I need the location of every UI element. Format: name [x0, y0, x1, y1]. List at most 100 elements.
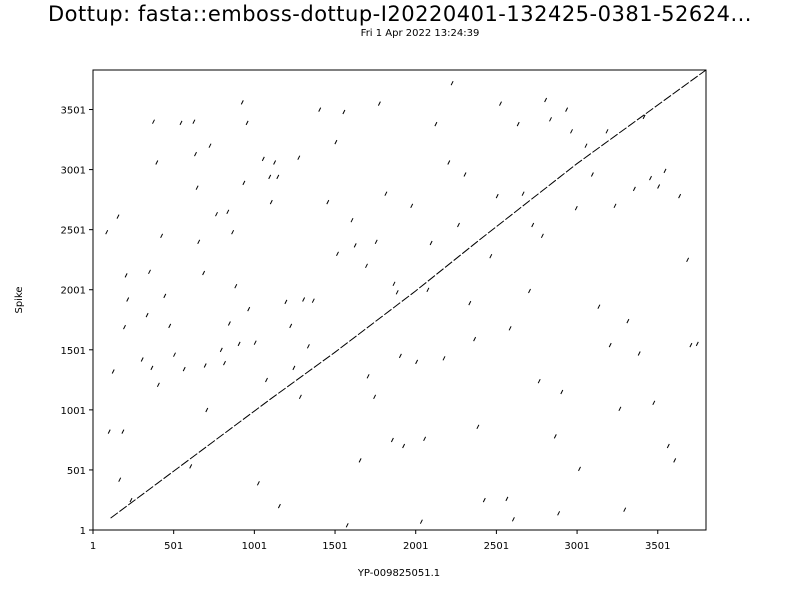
- match-point: [570, 129, 573, 134]
- match-point: [189, 464, 193, 469]
- match-point: [578, 466, 581, 472]
- match-point: [311, 298, 315, 303]
- match-point: [384, 191, 388, 196]
- match-point: [273, 160, 277, 165]
- match-point: [269, 199, 273, 205]
- match-point: [121, 429, 125, 434]
- y-tick-label: 3501: [61, 106, 86, 117]
- match-point: [540, 233, 544, 239]
- match-point: [265, 377, 268, 383]
- x-tick-label: 2001: [403, 541, 428, 552]
- match-point: [256, 481, 260, 486]
- match-point: [390, 437, 394, 443]
- match-point: [123, 324, 126, 330]
- match-point: [516, 121, 520, 127]
- match-point: [223, 360, 226, 366]
- match-point: [457, 222, 460, 228]
- match-point: [377, 101, 381, 106]
- match-point: [434, 121, 438, 127]
- main-diagonal-line: [110, 69, 707, 519]
- match-point: [521, 191, 525, 196]
- match-point: [632, 186, 636, 192]
- x-tick-label: 1: [90, 541, 96, 552]
- match-point: [326, 199, 330, 205]
- match-point: [549, 117, 552, 122]
- y-tick-label: 2001: [61, 286, 86, 297]
- match-point: [306, 344, 310, 349]
- match-point: [476, 424, 480, 430]
- match-point: [234, 283, 238, 289]
- match-point: [392, 281, 396, 287]
- match-point: [544, 97, 548, 103]
- match-point: [124, 273, 128, 278]
- match-point: [537, 378, 541, 384]
- x-tick-label: 501: [164, 541, 183, 552]
- y-tick-label: 1001: [61, 406, 86, 417]
- match-point: [642, 114, 646, 120]
- match-point: [429, 240, 433, 246]
- match-point: [553, 434, 557, 439]
- match-point: [649, 175, 652, 181]
- match-point: [318, 107, 322, 112]
- x-tick-label: 3501: [645, 541, 670, 552]
- x-tick-label: 1001: [242, 541, 267, 552]
- match-point: [111, 369, 115, 374]
- x-axis-label: YP-009825051.1: [357, 568, 440, 579]
- match-point: [395, 290, 399, 295]
- match-point: [194, 151, 197, 157]
- match-point: [574, 205, 578, 211]
- match-point: [511, 517, 515, 522]
- match-point: [410, 203, 414, 209]
- match-point: [345, 523, 349, 528]
- x-axis: 1 501 1001 1501 2001 2501 3001 3501: [90, 530, 670, 552]
- match-point: [608, 342, 612, 348]
- match-point: [298, 394, 302, 400]
- match-point: [107, 429, 111, 434]
- match-point: [398, 353, 402, 359]
- match-point: [565, 107, 569, 112]
- match-point: [105, 229, 109, 235]
- match-point: [618, 406, 622, 412]
- match-point: [118, 477, 122, 482]
- match-point: [531, 222, 535, 228]
- match-point: [173, 352, 176, 357]
- match-point: [202, 270, 206, 276]
- match-point: [179, 120, 183, 126]
- match-point: [253, 340, 257, 345]
- match-point: [150, 365, 154, 371]
- x-tick-label: 3001: [564, 541, 589, 552]
- match-point: [231, 229, 235, 235]
- match-point: [240, 100, 244, 105]
- y-tick-label: 501: [67, 466, 86, 477]
- match-point: [450, 80, 454, 86]
- match-point: [156, 382, 160, 388]
- match-point: [508, 326, 512, 331]
- match-point: [242, 180, 246, 186]
- x-tick-label: 2501: [484, 541, 509, 552]
- match-point: [152, 119, 155, 124]
- match-point: [597, 304, 601, 309]
- match-point: [292, 365, 296, 371]
- y-tick-label: 1: [80, 526, 86, 537]
- match-point: [623, 507, 627, 512]
- match-point: [365, 263, 368, 269]
- match-point: [605, 129, 609, 134]
- match-point: [247, 306, 251, 312]
- match-point: [528, 288, 531, 294]
- match-point: [374, 239, 378, 245]
- match-point: [419, 519, 423, 524]
- match-point: [227, 321, 231, 326]
- match-point: [499, 101, 502, 106]
- match-point: [447, 160, 451, 165]
- match-point: [168, 323, 172, 329]
- y-tick-label: 2501: [61, 226, 86, 237]
- match-point: [373, 394, 377, 400]
- match-point: [226, 209, 230, 215]
- match-point: [145, 312, 149, 318]
- match-point: [686, 257, 690, 263]
- match-point: [140, 357, 144, 362]
- match-point: [482, 497, 486, 503]
- match-point: [673, 458, 677, 463]
